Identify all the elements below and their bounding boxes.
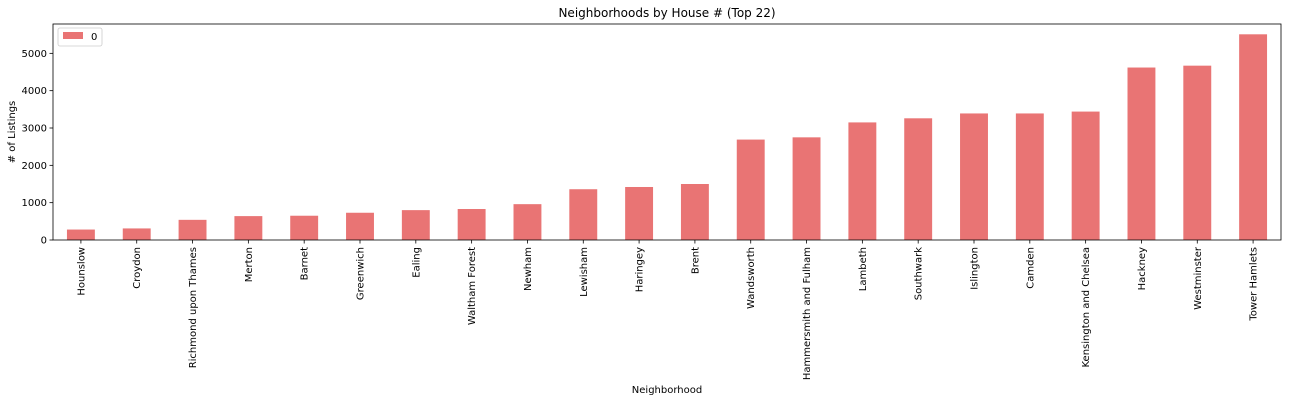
x-tick-label: Merton xyxy=(244,247,255,282)
bar[interactable] xyxy=(401,210,430,240)
plot-frame xyxy=(52,23,1282,241)
y-axis: 0 1000 2000 3000 4000 5000 xyxy=(22,49,53,247)
bar[interactable] xyxy=(290,215,319,240)
y-axis-label: # of Listings xyxy=(7,101,18,164)
bar[interactable] xyxy=(1071,111,1100,240)
y-tick-label: 1000 xyxy=(22,198,47,209)
x-tick-label: Waltham Forest xyxy=(467,247,478,325)
x-tick-label: Wandsworth xyxy=(746,247,757,309)
y-tick-label: 4000 xyxy=(22,86,47,97)
x-tick-label: Haringey xyxy=(635,247,646,292)
bars-group xyxy=(66,34,1268,240)
bar[interactable] xyxy=(1127,67,1156,240)
bar[interactable] xyxy=(960,113,988,240)
y-tick-label: 2000 xyxy=(22,161,47,172)
x-tick-label: Greenwich xyxy=(356,247,367,300)
bar[interactable] xyxy=(569,189,598,240)
x-tick-label: Lambeth xyxy=(858,247,869,291)
x-tick-label: Tower Hamlets xyxy=(1249,247,1260,322)
x-tick-label: Lewisham xyxy=(579,247,590,297)
x-tick-label: Camden xyxy=(1025,247,1036,289)
y-tick-label: 0 xyxy=(41,236,47,247)
bar[interactable] xyxy=(234,216,263,240)
x-tick-label: Hackney xyxy=(1137,247,1148,290)
x-tick-label: Hammersmith and Fulham xyxy=(802,247,813,380)
x-tick-label: Hounslow xyxy=(76,247,87,296)
legend-label: 0 xyxy=(91,32,97,43)
bar[interactable] xyxy=(736,139,765,240)
bar[interactable] xyxy=(680,184,709,240)
y-tick-label: 3000 xyxy=(22,124,47,135)
x-axis-label: Neighborhood xyxy=(632,385,702,396)
legend[interactable]: 0 xyxy=(57,27,103,47)
x-tick-label: Westminster xyxy=(1193,246,1204,310)
bar[interactable] xyxy=(178,219,207,240)
bar[interactable] xyxy=(625,186,654,240)
bar[interactable] xyxy=(122,228,151,240)
x-tick-label: Ealing xyxy=(411,247,422,278)
x-tick-label: Newham xyxy=(523,247,534,291)
x-tick-label: Southwark xyxy=(914,247,925,300)
bar[interactable] xyxy=(66,229,95,240)
x-tick-label: Brent xyxy=(690,247,701,274)
bar[interactable] xyxy=(457,209,486,240)
x-tick-label: Islington xyxy=(970,247,981,290)
x-tick-label: Barnet xyxy=(300,247,311,280)
bar[interactable] xyxy=(1183,65,1212,240)
bar[interactable] xyxy=(1239,34,1268,240)
x-tick-label: Croydon xyxy=(132,247,143,289)
x-axis: Hounslow Croydon Richmond upon Thames Merto… xyxy=(76,240,1260,380)
chart-title: Neighborhoods by House # (Top 22) xyxy=(558,6,775,20)
bar[interactable] xyxy=(346,212,374,240)
bar[interactable] xyxy=(848,122,877,240)
bar[interactable] xyxy=(513,204,542,240)
bar[interactable] xyxy=(792,137,821,240)
bar[interactable] xyxy=(1015,113,1044,240)
x-tick-label: Richmond upon Thames xyxy=(188,247,199,368)
legend-swatch xyxy=(63,32,83,39)
bar[interactable] xyxy=(904,118,933,240)
y-tick-label: 5000 xyxy=(22,49,47,60)
x-tick-label: Kensington and Chelsea xyxy=(1081,247,1092,368)
